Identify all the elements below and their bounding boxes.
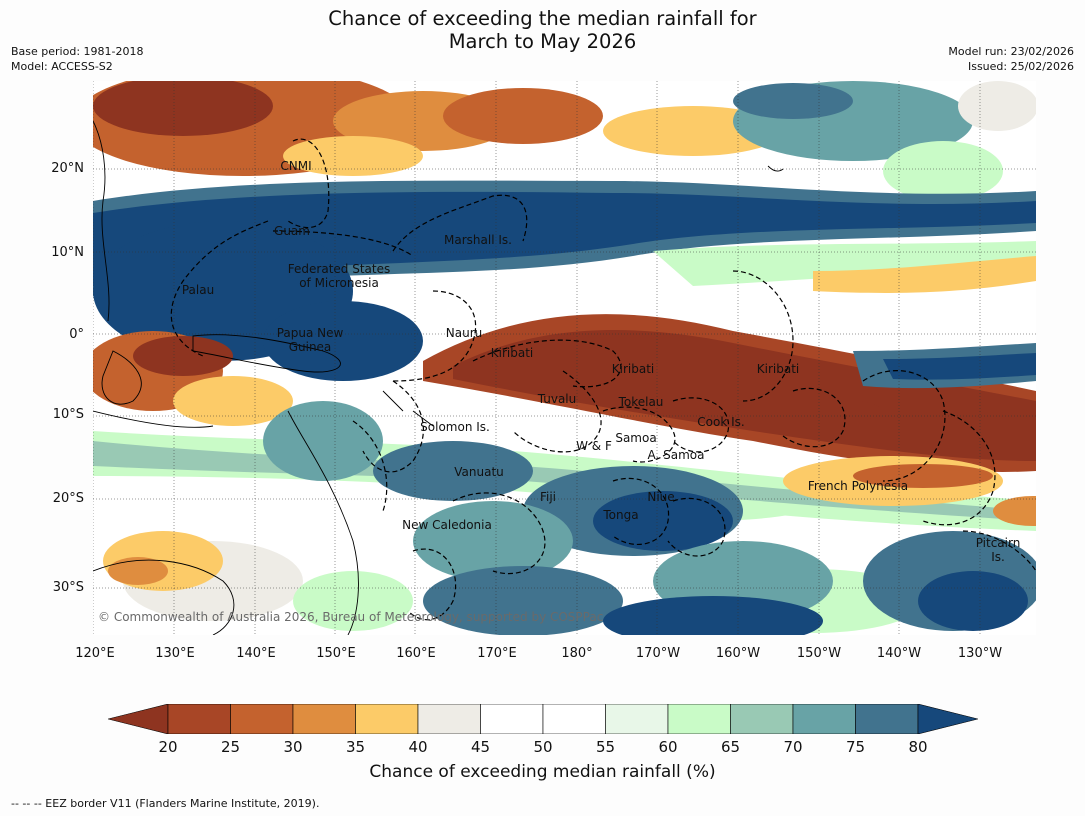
lat-label-30s: 30°S	[52, 580, 84, 595]
label-samoa: Samoa	[615, 431, 657, 445]
label-french-polynesia: French Polynesia	[807, 479, 909, 493]
colorbar-extend-high	[917, 704, 978, 734]
label-pitcairn-line-1: Pitcairn	[975, 536, 1021, 550]
colorbar-segment	[730, 704, 794, 734]
label-niue: Niue	[647, 490, 675, 504]
base-period: Base period: 1981-2018	[11, 45, 144, 58]
colorbar-segment	[167, 704, 231, 734]
colorbar	[108, 704, 978, 734]
label-cook-islands: Cook Is.	[697, 415, 745, 429]
label-tuvalu: Tuvalu	[537, 392, 577, 406]
label-guam: Guam	[274, 224, 310, 238]
label-fiji: Fiji	[539, 490, 557, 504]
label-kiribati-central: Kiribati	[611, 362, 655, 376]
coastlines	[93, 120, 784, 635]
lon-label-130w: 130°W	[957, 646, 1003, 661]
label-solomon-islands: Solomon Is.	[420, 420, 490, 434]
title-line-2: March to May 2026	[448, 30, 637, 53]
lon-label-150w: 150°W	[796, 646, 842, 661]
label-nauru: Nauru	[445, 326, 483, 340]
label-marshall-islands: Marshall Is.	[444, 233, 512, 247]
colorbar-tick-label: 40	[408, 738, 428, 756]
colorbar-tick-label: 20	[158, 738, 178, 756]
label-fsm: Federated States of Micronesia	[288, 262, 390, 290]
eez-footnote: -- -- -- EEZ border V11 (Flanders Marine…	[11, 797, 320, 810]
lon-label-180: 180°	[561, 646, 593, 661]
label-tonga: Tonga	[603, 508, 639, 522]
map-svg	[93, 81, 1036, 635]
meta-left: Base period: 1981-2018 Model: ACCESS-S2	[11, 44, 143, 74]
label-vanuatu: Vanuatu	[454, 465, 504, 479]
lat-label-10n: 10°N	[51, 245, 84, 260]
colorbar-segment	[480, 704, 544, 734]
label-png: Papua New Guinea	[277, 326, 344, 354]
label-pitcairn-line-2: Is.	[991, 550, 1005, 564]
label-png-line-1: Papua New	[276, 326, 344, 340]
lon-label-170w: 170°W	[635, 646, 681, 661]
colorbar-segment	[605, 704, 669, 734]
colorbar-segment	[667, 704, 731, 734]
lon-label-140e: 140°E	[236, 646, 276, 661]
issued-date: Issued: 25/02/2026	[967, 60, 1074, 73]
colorbar-segment	[855, 704, 919, 734]
lon-label-170e: 170°E	[477, 646, 517, 661]
label-tokelau: Tokelau	[618, 395, 664, 409]
lat-label-20n: 20°N	[51, 161, 84, 176]
colorbar-segment	[792, 704, 856, 734]
lon-label-130e: 130°E	[155, 646, 195, 661]
colorbar-segment	[542, 704, 606, 734]
lat-label-0: 0°	[69, 327, 84, 342]
label-palau: Palau	[181, 283, 215, 297]
model-run: Model run: 23/02/2026	[948, 45, 1074, 58]
colorbar-tick-label: 60	[658, 738, 678, 756]
label-pitcairn: Pitcairn Is.	[976, 536, 1021, 564]
colorbar-segment	[292, 704, 356, 734]
colorbar-tick-label: 65	[720, 738, 741, 756]
lat-label-20s: 20°S	[52, 491, 84, 506]
copyright-notice: © Commonwealth of Australia 2026, Bureau…	[98, 610, 604, 624]
rainfall-map	[93, 81, 1036, 635]
label-cnmi: CNMI	[280, 159, 312, 173]
colorbar-tick-label: 25	[220, 738, 241, 756]
label-kiribati-west: Kiribati	[490, 346, 534, 360]
label-fsm-line-1: Federated States	[287, 262, 391, 276]
title-line-1: Chance of exceeding the median rainfall …	[328, 7, 757, 30]
lon-label-160e: 160°E	[396, 646, 436, 661]
meta-right: Model run: 23/02/2026 Issued: 25/02/2026	[948, 44, 1074, 74]
lon-label-140w: 140°W	[876, 646, 922, 661]
colorbar-tick-label: 45	[470, 738, 491, 756]
colorbar-tick-label: 75	[845, 738, 866, 756]
model-name: Model: ACCESS-S2	[11, 60, 113, 73]
lon-label-160w: 160°W	[715, 646, 761, 661]
lat-label-10s: 10°S	[52, 407, 84, 422]
colorbar-segment	[230, 704, 294, 734]
eez-borders	[170, 138, 1036, 621]
colorbar-tick-label: 30	[283, 738, 303, 756]
label-png-line-2: Guinea	[288, 340, 332, 354]
colorbar-tick-label: 50	[533, 738, 553, 756]
lon-label-150e: 150°E	[316, 646, 356, 661]
label-wallis-futuna: W & F	[576, 439, 612, 453]
colorbar-extend-low	[108, 704, 169, 734]
colorbar-label: Chance of exceeding median rainfall (%)	[369, 762, 716, 782]
colorbar-tick-label: 55	[595, 738, 616, 756]
colorbar-segment	[355, 704, 419, 734]
colorbar-tick-label: 80	[908, 738, 928, 756]
label-american-samoa: A. Samoa	[647, 448, 705, 462]
colorbar-segment	[417, 704, 481, 734]
chart-title: Chance of exceeding the median rainfall …	[0, 7, 1085, 53]
colorbar-tick-label: 35	[345, 738, 366, 756]
colorbar-tick-label: 70	[783, 738, 803, 756]
label-new-caledonia: New Caledonia	[402, 518, 492, 532]
label-kiribati-east: Kiribati	[756, 362, 800, 376]
label-fsm-line-2: of Micronesia	[299, 276, 379, 290]
lon-label-120e: 120°E	[75, 646, 115, 661]
